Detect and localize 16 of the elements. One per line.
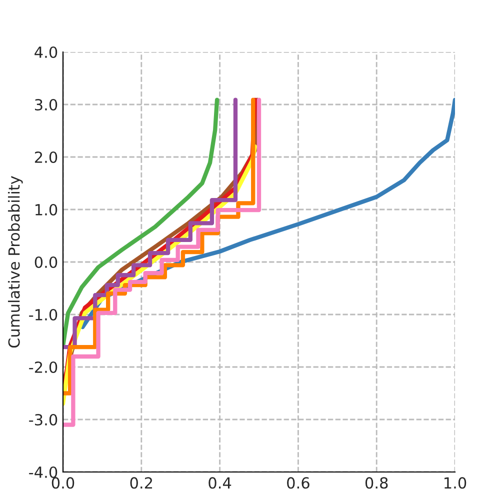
y-tick-label: 3.0 — [35, 98, 58, 111]
y-tick-label: 4.0 — [34, 46, 58, 58]
y-tick-label: -1.0 — [29, 308, 58, 321]
y-tick-label: -2.0 — [29, 361, 58, 374]
y-tick-label: 1.0 — [36, 204, 58, 216]
x-tick-label: 0.4 — [208, 477, 232, 489]
x-tick-label: 0.8 — [365, 477, 388, 489]
x-tick-label: 0.0 — [52, 477, 74, 489]
x-tick-label: 0.6 — [287, 477, 310, 489]
y-tick-label: -3.0 — [29, 414, 58, 426]
y-tick-label: -4.0 — [29, 466, 58, 478]
y-tick-label: 0.0 — [34, 256, 58, 268]
x-tick-label: 1.0 — [444, 477, 466, 489]
x-tick-label: 0.2 — [130, 477, 152, 489]
y-axis-title: Cumulative Probability — [8, 176, 23, 348]
y-tick-label: 2.0 — [34, 151, 58, 164]
